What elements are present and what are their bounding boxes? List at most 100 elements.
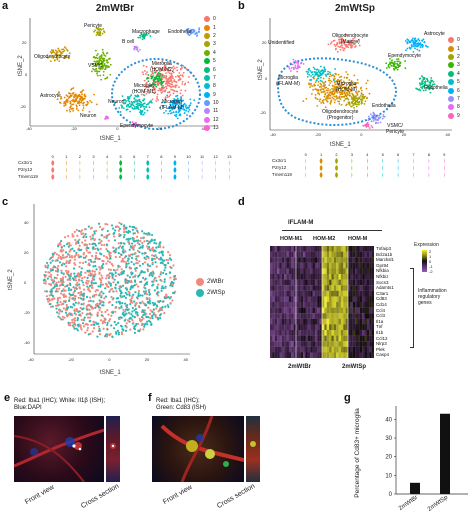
- legend-item: 1: [448, 44, 460, 52]
- label-oligodendrocyte-progenitor: Oligodendrocyte (Progenitor): [322, 109, 359, 121]
- heatmap-cell: [300, 290, 304, 297]
- violin-shape: [146, 160, 150, 166]
- legend-swatch: [204, 74, 210, 81]
- gene-label: Ccl4: [376, 307, 386, 313]
- heatmap-cell: [293, 341, 297, 347]
- label-ependymocyte: Ependymocyte: [388, 53, 422, 59]
- heatmap-cell: [331, 285, 334, 291]
- heatmap-cell: [314, 313, 318, 319]
- heatmap-cell: [305, 279, 308, 286]
- heatmap-cell: [281, 274, 285, 280]
- heatmap-cell: [286, 257, 290, 263]
- heatmap-cell: [286, 318, 290, 325]
- heatmap-cell: [279, 302, 282, 308]
- heatmap-cell: [326, 352, 330, 358]
- heatmap-cell: [324, 318, 327, 325]
- heatmap-cell: [319, 285, 323, 291]
- heatmap-cell: [331, 296, 334, 303]
- heatmap-cell: [314, 307, 318, 314]
- heatmap-cell: [331, 257, 334, 263]
- panel-a-legend: 0 1 2 3 4 5 6 7 8 9 10 11 12 13: [204, 15, 219, 132]
- heatmap-cell: [284, 251, 287, 258]
- heatmap-cell: [279, 279, 282, 286]
- heatmap-cell: [336, 307, 339, 314]
- heatmap-cell: [293, 335, 297, 342]
- violin-shape: [119, 160, 123, 166]
- heatmap-cell: [355, 352, 358, 358]
- heatmap-cell: [270, 352, 273, 358]
- heatmap-cell: [364, 302, 368, 308]
- heatmap-cell: [305, 262, 308, 269]
- heatmap-cell: [345, 324, 349, 331]
- heatmap-cell: [359, 246, 363, 252]
- heatmap-cell: [277, 330, 280, 336]
- heatmap-cell: [371, 262, 374, 269]
- heatmap-cell: [312, 274, 316, 280]
- heatmap-cell: [326, 290, 330, 297]
- heatmap-cell: [310, 285, 313, 291]
- heatmap-cell: [329, 352, 332, 358]
- violin-tick: 6: [397, 152, 400, 157]
- heatmap-cell: [288, 290, 292, 297]
- heatmap-cell: [371, 324, 374, 331]
- violin-shape: [201, 167, 203, 173]
- heatmap-cell: [293, 352, 297, 358]
- heatmap-cell: [305, 313, 308, 319]
- heatmap-cell: [300, 346, 304, 353]
- heatmap-cell: [296, 257, 299, 263]
- heatmap-cell: [291, 268, 294, 275]
- heatmap-cell: [324, 268, 327, 275]
- heatmap-cell: [329, 313, 332, 319]
- heatmap-cell: [293, 324, 297, 331]
- heatmap-cell: [369, 352, 372, 358]
- heatmap-cell: [284, 335, 287, 342]
- label-unidentified: Unidentified: [268, 40, 295, 46]
- heatmap-cell: [293, 274, 297, 280]
- heatmap-cell: [371, 279, 374, 286]
- heatmap-cell: [277, 313, 280, 319]
- heatmap-cell: [296, 313, 299, 319]
- heatmap-cell: [296, 251, 299, 258]
- heatmap-cell: [357, 335, 360, 342]
- heatmap-cell: [284, 352, 287, 358]
- heatmap-cell: [296, 262, 299, 269]
- violin-shape: [228, 160, 230, 166]
- heatmap-cell: [369, 318, 372, 325]
- heatmap-cell: [286, 313, 290, 319]
- legend-item: 5: [204, 57, 219, 65]
- heatmap-cell: [366, 285, 370, 291]
- heatmap-cell: [305, 296, 308, 303]
- heatmap-cell: [366, 290, 370, 297]
- legend-swatch: [448, 45, 454, 52]
- heatmap-cell: [326, 285, 330, 291]
- heatmap-cell: [343, 313, 346, 319]
- heatmap-cell: [362, 268, 365, 275]
- heatmap-cell: [281, 346, 285, 353]
- heatmap-cell: [329, 274, 332, 280]
- heatmap-cell: [345, 296, 349, 303]
- heatmap-cell: [319, 335, 323, 342]
- gene-label: Casp4: [376, 352, 390, 358]
- heatmap-cell: [338, 346, 342, 353]
- violin-shape: [397, 165, 399, 171]
- heatmap-cell: [298, 307, 301, 314]
- heatmap-cell: [322, 262, 325, 269]
- heatmap-cell: [340, 296, 344, 303]
- panel-f-caption: Red: Iba1 (IHC); Green: Cd83 (ISH): [156, 398, 207, 411]
- heatmap-cell: [272, 274, 275, 280]
- heatmap-cell: [277, 257, 280, 263]
- heatmap-cell: [350, 352, 353, 358]
- heatmap-cell: [333, 246, 337, 252]
- heatmap-cell: [277, 335, 280, 342]
- heatmap-cell: [300, 352, 304, 358]
- heatmap-cell: [357, 251, 360, 258]
- heatmap-cell: [312, 341, 316, 347]
- violin-shape: [305, 165, 306, 171]
- heatmap-cell: [357, 346, 360, 353]
- violin-shape: [51, 174, 55, 180]
- heatmap-cell: [272, 262, 275, 269]
- gene-label: Ccl12: [376, 335, 388, 341]
- violin-shape: [146, 167, 150, 173]
- label-neuron-2: Neuron: [80, 113, 97, 119]
- heatmap-cell: [369, 262, 372, 269]
